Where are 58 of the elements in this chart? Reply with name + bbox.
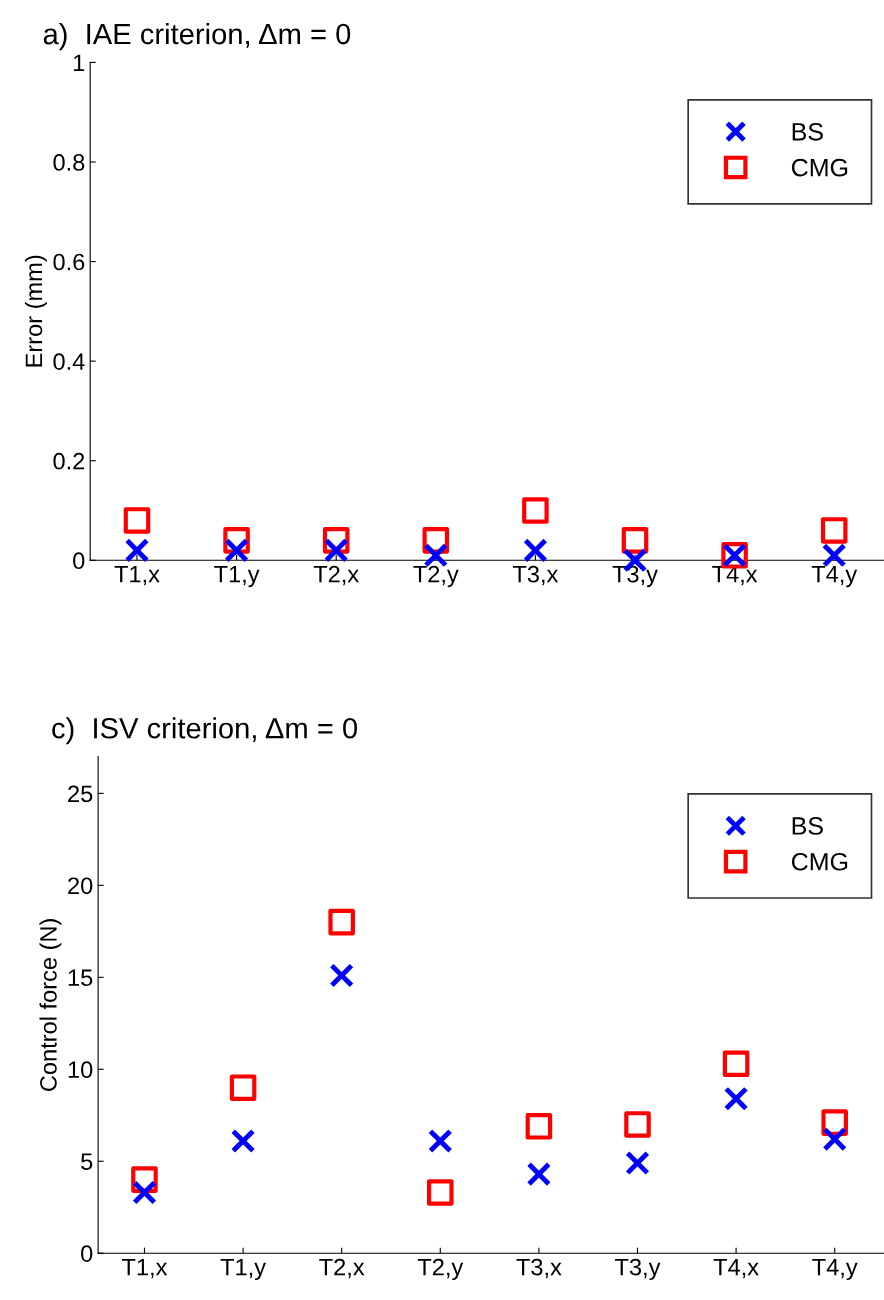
x-tick-label: T1,x <box>122 1258 168 1279</box>
chart-title: c) ISV criterion, Δm = 0 <box>52 717 358 745</box>
point <box>526 1161 552 1187</box>
x-tick-label: T4,y <box>812 1258 858 1281</box>
y-tick-label: 10 <box>68 1061 93 1079</box>
y-tick-label: 0 <box>81 1245 93 1262</box>
x-tick-label: T3,x <box>512 565 559 586</box>
x-tick-label: T1,x <box>114 566 160 586</box>
point <box>123 507 151 534</box>
x-tick-label: T2,x <box>313 565 359 586</box>
point <box>124 538 150 563</box>
point <box>821 543 847 568</box>
x-tick-label: T3,x <box>516 1258 562 1279</box>
point <box>224 538 249 563</box>
point <box>624 1111 651 1138</box>
y-tick-label: 0.6 <box>53 253 85 271</box>
point <box>329 963 354 988</box>
point <box>822 1126 847 1152</box>
x-tick-label: T3,y <box>612 565 658 588</box>
y-tick-label: 15 <box>68 969 93 987</box>
y-axis-title: Error (mm) <box>24 255 47 367</box>
y-tick-label: 25 <box>68 785 93 803</box>
point <box>229 1074 257 1101</box>
y-tick-label: 0 <box>73 552 85 570</box>
x-tick-label: T1,y <box>220 1258 266 1281</box>
point <box>328 908 355 936</box>
point <box>428 1128 453 1154</box>
point <box>723 1086 749 1111</box>
legend-label: BS <box>792 817 823 835</box>
legend-label: CMG <box>791 852 848 871</box>
point <box>230 1128 256 1154</box>
chart-title: a) IAE criterion, Δm = 0 <box>43 22 351 51</box>
y-tick-label: 1 <box>73 54 85 71</box>
y-tick-label: 0.4 <box>53 353 85 370</box>
x-tick-label: T3,y <box>615 1258 661 1281</box>
legend-label: BS <box>792 122 823 141</box>
point <box>525 1113 553 1140</box>
x-tick-label: T2,y <box>417 1258 464 1281</box>
x-tick-label: T2,x <box>319 1258 365 1279</box>
y-axis-title: Control force (N) <box>39 919 62 1091</box>
y-tick-label: 0.8 <box>53 154 85 171</box>
point <box>426 1179 454 1206</box>
y-tick-label: 20 <box>68 877 93 895</box>
x-tick-label: T4,x <box>713 1258 759 1279</box>
point <box>322 527 350 554</box>
point <box>625 1150 650 1176</box>
point <box>820 517 848 544</box>
point <box>323 538 349 563</box>
y-tick-label: 5 <box>81 1153 93 1171</box>
point <box>522 497 549 524</box>
legend-label: CMG <box>791 158 848 177</box>
point <box>722 1050 750 1078</box>
y-tick-label: 0.2 <box>53 452 85 470</box>
x-tick-label: T4,y <box>811 566 858 588</box>
x-tick-label: T2,y <box>413 565 459 588</box>
point <box>132 1180 157 1205</box>
x-tick-label: T1,y <box>214 566 260 588</box>
point <box>523 538 548 563</box>
